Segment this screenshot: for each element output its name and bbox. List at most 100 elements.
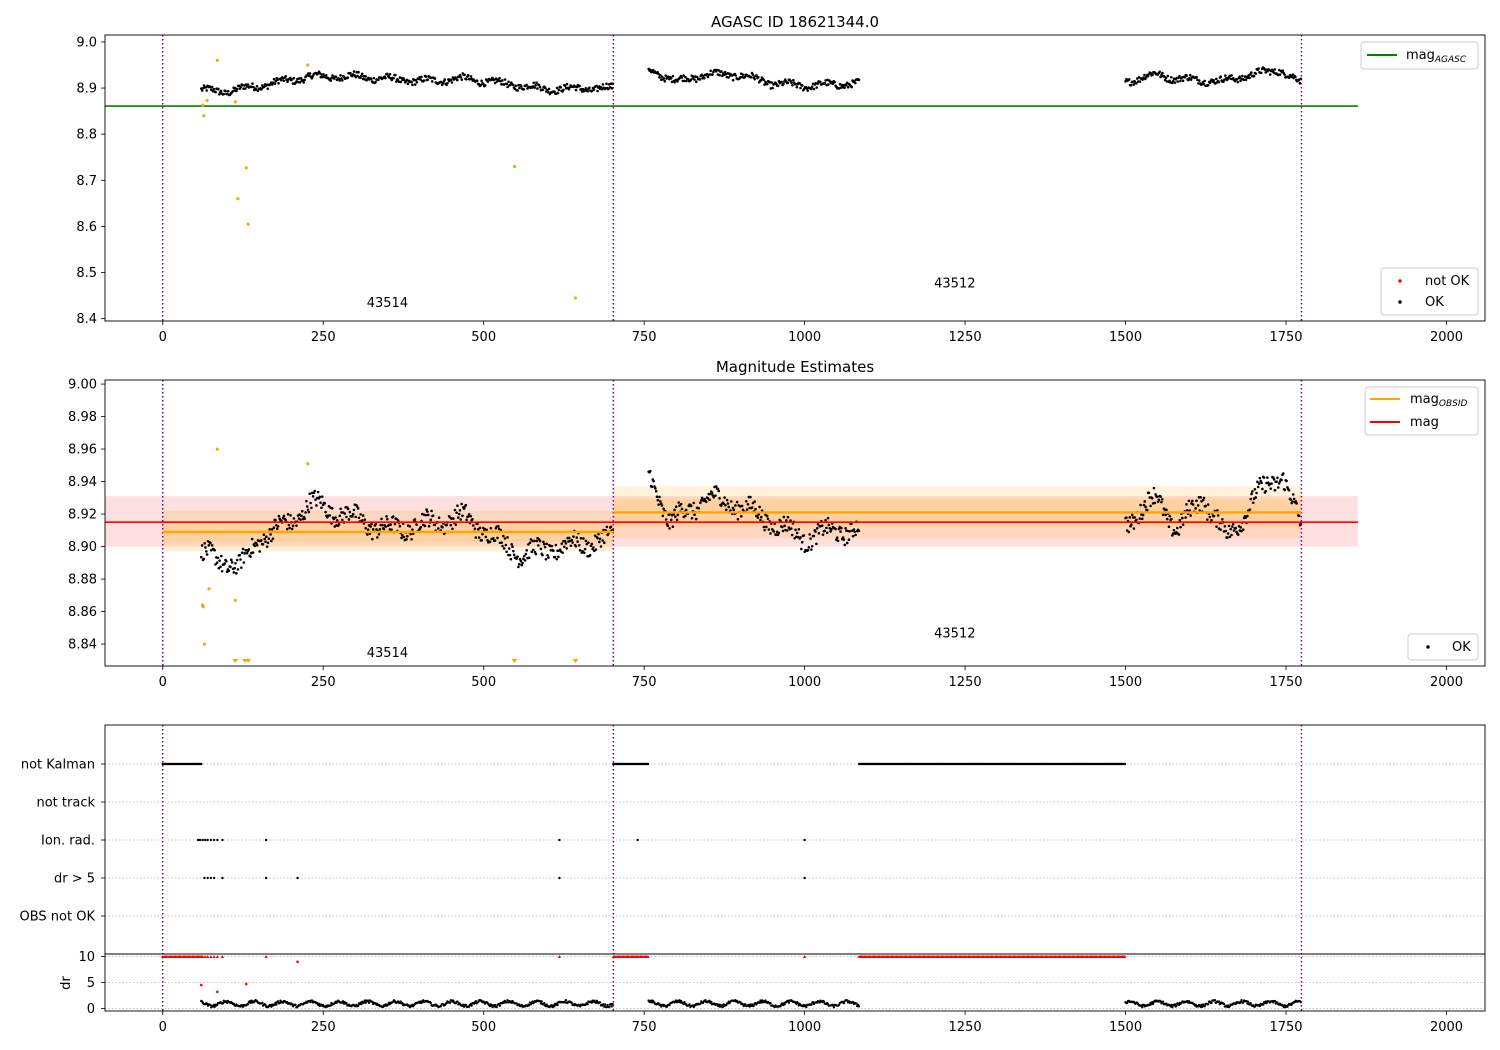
flag-point [198, 838, 202, 842]
ok-point [295, 524, 298, 527]
ok-point [520, 563, 523, 567]
dr-ok-point [1213, 999, 1217, 1002]
ok-point [371, 528, 375, 531]
ok-point [1125, 516, 1128, 519]
ok-point [1140, 517, 1144, 521]
ok-point [1145, 508, 1149, 512]
ok-point [524, 552, 528, 556]
ok-point [1287, 489, 1291, 492]
ok-point [380, 517, 383, 521]
ok-point [250, 537, 254, 541]
ok-point [465, 78, 468, 81]
ok-point [288, 76, 292, 80]
flagged-point [215, 58, 219, 62]
ok-point [199, 555, 203, 559]
ok-point [574, 544, 578, 548]
ok-point [371, 537, 374, 541]
ok-point [765, 82, 769, 86]
ok-point [684, 75, 687, 79]
ok-point [497, 524, 500, 528]
ok-point [514, 84, 518, 88]
ok-point [291, 524, 295, 528]
dr-capped-marker [264, 954, 268, 958]
ok-point [545, 542, 549, 546]
ok-point [523, 559, 527, 562]
ok-point [537, 83, 541, 87]
ok-point [762, 525, 766, 529]
x-tick-label: 1750 [1269, 330, 1302, 345]
x-tick-label: 1250 [949, 330, 982, 345]
ok-point [306, 508, 310, 512]
ok-point [753, 500, 756, 503]
legend-ok-marker [1398, 300, 1402, 304]
dr-ok-point [699, 1002, 702, 1005]
flag-point [203, 876, 206, 880]
ok-point [473, 527, 477, 531]
ok-point [753, 77, 756, 81]
dr-ok-point [611, 1002, 614, 1006]
ok-point [1259, 71, 1263, 75]
ok-point [772, 530, 776, 533]
ok-point [216, 556, 220, 560]
ok-point [1283, 488, 1287, 492]
ok-point [817, 532, 821, 535]
ok-point [765, 514, 769, 518]
ok-point [1287, 76, 1291, 79]
ok-point [584, 87, 588, 90]
flag-point [636, 838, 639, 842]
ok-point [320, 506, 323, 510]
dr-ok-point [605, 1005, 609, 1009]
dr-ok-point [540, 1000, 543, 1003]
ok-point [517, 562, 521, 566]
ok-point [1203, 79, 1206, 83]
ok-point [364, 75, 368, 78]
x-tick-label: 0 [159, 675, 167, 690]
ok-point [1196, 504, 1200, 507]
ok-point [288, 526, 292, 530]
ok-point [703, 76, 706, 80]
ok-point [1173, 81, 1177, 84]
ok-point [825, 531, 829, 535]
ok-point [450, 81, 454, 84]
ok-point [431, 514, 435, 517]
dr-ok-point [270, 1005, 273, 1008]
ok-point [1297, 514, 1301, 518]
ok-point [661, 514, 665, 518]
ok-point [249, 555, 252, 558]
ok-point [522, 88, 526, 91]
ok-point [744, 500, 748, 503]
dr-capped-marker [212, 954, 216, 958]
ok-point [400, 536, 403, 540]
ok-point [203, 542, 206, 545]
ok-point [547, 87, 551, 91]
ok-point [782, 82, 785, 86]
ok-point [538, 85, 542, 89]
ok-point [854, 533, 857, 537]
dr-ok-point [498, 1004, 502, 1007]
ok-point [318, 495, 322, 499]
ok-point [1127, 78, 1131, 81]
ok-point [433, 523, 437, 527]
ok-point [309, 501, 312, 505]
x-tick-label: 1500 [1109, 1020, 1142, 1035]
ok-point [812, 87, 816, 91]
dr-ok-point [752, 1004, 755, 1007]
ok-point [467, 513, 471, 516]
ok-point [352, 508, 356, 512]
ok-point [406, 82, 410, 86]
ok-point [469, 75, 473, 78]
ok-point [506, 536, 509, 539]
ok-point [226, 89, 230, 93]
ok-point [1188, 73, 1192, 77]
ok-point [457, 512, 461, 516]
ok-point [694, 80, 698, 84]
ok-point [377, 78, 380, 82]
ok-point [1264, 489, 1268, 493]
ok-point [390, 78, 394, 82]
x-tick-label: 500 [471, 1020, 496, 1035]
dr-ok-point [1175, 1004, 1178, 1007]
ok-point [739, 514, 743, 518]
ok-point [755, 74, 758, 77]
ok-point [657, 503, 660, 506]
ok-point [247, 548, 251, 551]
